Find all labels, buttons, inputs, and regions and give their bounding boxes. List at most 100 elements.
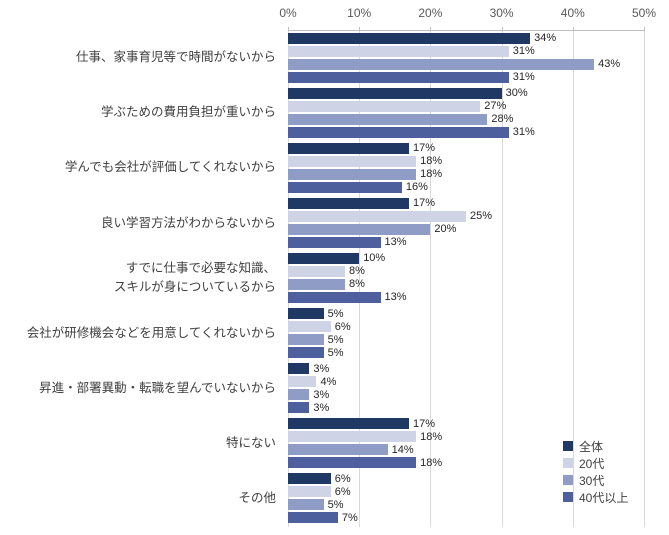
value-label: 34% — [534, 32, 557, 45]
value-label: 16% — [405, 181, 428, 194]
legend-label: 全体 — [579, 439, 604, 454]
category-group: 会社が研修機会などを用意してくれないから 5% 6% 5% 5% — [0, 306, 644, 361]
value-label: 31% — [512, 71, 535, 84]
bar-row: 8% — [288, 278, 644, 291]
bar — [288, 87, 502, 99]
bar-group: 34% 31% 43% 31% — [288, 32, 644, 84]
value-label: 17% — [413, 197, 436, 210]
bar-row: 17% — [288, 197, 644, 210]
category-label: その他 — [238, 491, 276, 506]
bar — [288, 512, 338, 524]
legend-label: 20代 — [579, 456, 605, 471]
bar-row: 25% — [288, 210, 644, 223]
value-label: 31% — [512, 126, 535, 139]
bar — [288, 376, 317, 388]
category-label: 仕事、家事育児等で時間がないから — [75, 50, 276, 65]
value-label: 31% — [512, 45, 535, 58]
gridline — [430, 31, 432, 527]
legend: 全体 20代 30代 40代以上 — [563, 439, 628, 505]
category-group: 学ぶための費用負担が重いから 30% 27% 28% 31% — [0, 85, 644, 140]
x-tick-label: 0% — [279, 6, 297, 20]
bar-row: 6% — [288, 320, 644, 333]
gridline — [501, 31, 503, 527]
bar — [288, 363, 310, 375]
bar — [288, 71, 509, 83]
legend-item: 全体 — [563, 439, 628, 454]
bar-row: 34% — [288, 32, 644, 45]
bar-group: 5% 6% 5% 5% — [288, 307, 644, 359]
bar-group: 17% 18% 18% 16% — [288, 142, 644, 194]
category-label: 昇進・部署異動・転職を望んでいないから — [39, 380, 276, 395]
bar — [288, 236, 381, 248]
bar-row: 3% — [288, 363, 644, 375]
bar-group: 30% 27% 28% 31% — [288, 87, 644, 139]
bar — [288, 197, 410, 209]
category-group: 良い学習方法がわからないから 17% 25% 20% 13% — [0, 195, 644, 250]
legend-swatch — [563, 475, 573, 485]
bar-row: 18% — [288, 168, 644, 180]
category-group: 学んでも会社が評価してくれないから 17% 18% 18% 16% — [0, 140, 644, 195]
bar-row: 31% — [288, 71, 644, 84]
x-tick-label: 10% — [347, 6, 372, 20]
x-tick-label: 50% — [631, 6, 657, 20]
legend-item: 30代 — [563, 474, 628, 488]
value-label: 6% — [334, 485, 351, 498]
plot-groups: 仕事、家事育児等で時間がないから 34% 31% 43% 31% 学ぶための費用負担が重い… — [0, 30, 644, 526]
bar — [288, 278, 345, 290]
bar — [288, 32, 531, 44]
gridline — [572, 31, 574, 527]
value-label: 10% — [363, 252, 386, 265]
category-group: すでに仕事で必要な知識、 スキルが身についているから 10% 8% 8% 13% — [0, 250, 644, 305]
bar — [288, 155, 417, 167]
bar-row: 18% — [288, 430, 644, 443]
value-label: 5% — [327, 346, 344, 359]
value-label: 6% — [334, 320, 351, 333]
bar-row: 14% — [288, 443, 644, 456]
legend-swatch — [563, 492, 573, 502]
bar — [288, 486, 331, 498]
value-label: 7% — [341, 511, 358, 524]
bar — [288, 45, 509, 57]
bar — [288, 499, 324, 511]
value-label: 8% — [348, 278, 365, 291]
category-group: 仕事、家事育児等で時間がないから 34% 31% 43% 31% — [0, 30, 644, 85]
bar-row: 3% — [288, 402, 644, 414]
value-label: 25% — [470, 210, 493, 223]
bar — [288, 252, 360, 264]
bar-row: 18% — [288, 155, 644, 167]
bar-row: 5% — [288, 346, 644, 359]
bar — [288, 321, 331, 333]
gridline — [359, 31, 361, 527]
value-label: 18% — [420, 430, 443, 443]
value-label: 28% — [491, 113, 514, 126]
bar-row: 17% — [288, 142, 644, 154]
bar — [288, 389, 310, 401]
bar-group: 10% 8% 8% 13% — [288, 252, 644, 303]
category-group: その他 6% 6% 5% 7% — [0, 471, 644, 526]
bar-row: 30% — [288, 87, 644, 99]
bar — [288, 291, 381, 303]
bar-row: 10% — [288, 252, 644, 265]
bar-row: 8% — [288, 265, 644, 277]
gridline — [644, 31, 645, 527]
bar-row: 31% — [288, 45, 644, 58]
bar — [288, 418, 410, 430]
bar — [288, 223, 431, 235]
category-label: すでに仕事で必要な知識、 スキルが身についているから — [113, 261, 276, 294]
bar-group: 17% 18% 14% 18% — [288, 417, 644, 469]
bar — [288, 126, 509, 138]
value-label: 5% — [327, 307, 344, 320]
legend-item: 20代 — [563, 456, 628, 471]
bar — [288, 308, 324, 320]
category-label: 会社が研修機会などを用意してくれないから — [26, 325, 276, 340]
bar — [288, 347, 324, 359]
legend-item: 40代以上 — [563, 491, 628, 505]
value-label: 17% — [413, 417, 436, 430]
bar-group: 3% 4% 3% 3% — [288, 363, 644, 414]
value-label: 14% — [391, 443, 414, 456]
bar-row: 6% — [288, 485, 644, 498]
bar-row: 7% — [288, 511, 644, 524]
bar — [288, 58, 595, 70]
bar-row: 43% — [288, 58, 644, 70]
